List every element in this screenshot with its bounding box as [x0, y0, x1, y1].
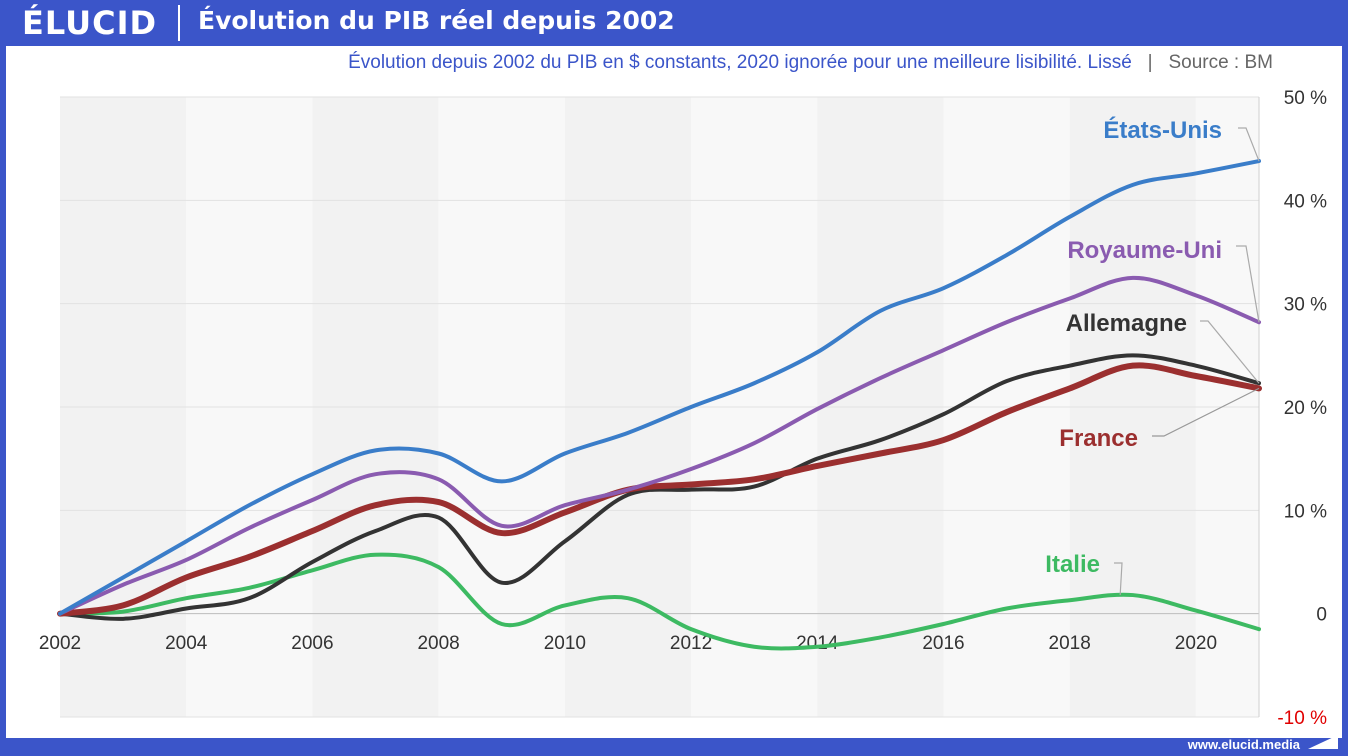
x-tick-label: 2012: [670, 633, 712, 654]
label-leader-line: [1238, 127, 1260, 162]
series-label-3: France: [1059, 425, 1138, 452]
x-tick-label: 2004: [165, 633, 208, 654]
series-label-4: Italie: [1045, 551, 1100, 578]
label-leader-line: [1152, 387, 1260, 437]
series-line-2: [58, 353, 1261, 621]
y-tick-label: 10 %: [1284, 501, 1327, 522]
label-leader-line: [1114, 562, 1123, 596]
y-tick-label: -10 %: [1277, 708, 1327, 729]
label-leader-line: [1236, 245, 1260, 323]
label-leader-line: [1200, 320, 1260, 384]
y-tick-label: 30 %: [1284, 295, 1327, 316]
series-line-1: [58, 275, 1261, 616]
header-divider: [178, 5, 180, 41]
brand-logo[interactable]: ÉLUCID: [22, 4, 158, 42]
x-tick-label: 2016: [922, 633, 964, 654]
footer-arrow-icon: [1308, 735, 1338, 749]
y-tick-label: 0: [1316, 605, 1327, 626]
x-tick-label: 2006: [291, 633, 333, 654]
series-line-4: [58, 552, 1261, 651]
x-tick-label: 2020: [1175, 633, 1217, 654]
source-text: Source : BM: [1168, 52, 1273, 73]
series-label-1: Royaume-Uni: [1067, 237, 1222, 264]
y-tick-label: 40 %: [1284, 191, 1327, 212]
series-label-0: États-Unis: [1103, 116, 1222, 144]
y-tick-label: 50 %: [1284, 88, 1327, 109]
chart-subtitle: Évolution depuis 2002 du PIB en $ consta…: [348, 52, 1273, 74]
footer-bar: [0, 738, 1348, 756]
x-tick-label: 2002: [39, 633, 81, 654]
x-tick-label: 2018: [1049, 633, 1091, 654]
header-bar: [0, 0, 1348, 46]
series-label-2: Allemagne: [1066, 310, 1187, 337]
footer-url[interactable]: www.elucid.media: [1187, 737, 1300, 752]
x-tick-label: 2010: [544, 633, 586, 654]
series-line-3: [57, 362, 1262, 617]
chart-title: Évolution du PIB réel depuis 2002: [198, 6, 675, 35]
x-tick-label: 2008: [417, 633, 459, 654]
series-line-0: [58, 159, 1261, 616]
subtitle-text: Évolution depuis 2002 du PIB en $ consta…: [348, 52, 1132, 73]
subtitle-separator: |: [1137, 52, 1164, 73]
y-tick-label: 20 %: [1284, 398, 1327, 419]
